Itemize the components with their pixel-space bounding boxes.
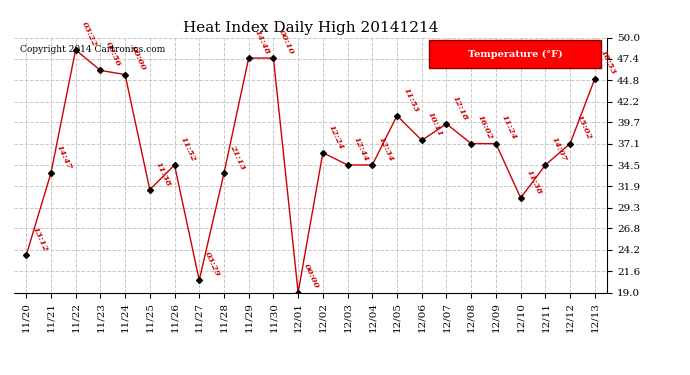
Text: 00:00: 00:00 [302, 263, 321, 290]
Text: 16:02: 16:02 [475, 114, 494, 141]
Text: 14:48: 14:48 [253, 28, 271, 56]
Text: 15:02: 15:02 [574, 114, 593, 141]
Text: 11:24: 11:24 [500, 114, 519, 141]
Text: Copyright 2014 Cartronics.com: Copyright 2014 Cartronics.com [20, 45, 165, 54]
Text: 12:34: 12:34 [377, 135, 395, 163]
Text: 14:47: 14:47 [55, 144, 74, 171]
Text: 13:12: 13:12 [30, 226, 49, 254]
Text: 18:53: 18:53 [599, 49, 618, 76]
Text: 12:18: 12:18 [451, 94, 469, 122]
Text: 03:29: 03:29 [204, 251, 222, 278]
FancyBboxPatch shape [429, 40, 601, 68]
Text: 00:00: 00:00 [129, 45, 148, 72]
Text: Temperature (°F): Temperature (°F) [468, 50, 562, 58]
Text: 10:11: 10:11 [426, 111, 444, 138]
Title: Heat Index Daily High 20141214: Heat Index Daily High 20141214 [183, 21, 438, 35]
Text: 11:52: 11:52 [179, 135, 197, 163]
Text: 00:10: 00:10 [277, 28, 296, 56]
Text: 21:13: 21:13 [228, 144, 246, 171]
Text: 03:22: 03:22 [80, 20, 98, 48]
Text: 14:07: 14:07 [549, 135, 568, 163]
Text: 11:38: 11:38 [154, 160, 172, 188]
Text: 11:38: 11:38 [525, 168, 543, 196]
Text: 00:56: 00:56 [104, 41, 123, 68]
Text: 12:44: 12:44 [352, 135, 371, 163]
Text: 12:24: 12:24 [327, 123, 346, 150]
Text: 11:53: 11:53 [401, 86, 420, 114]
